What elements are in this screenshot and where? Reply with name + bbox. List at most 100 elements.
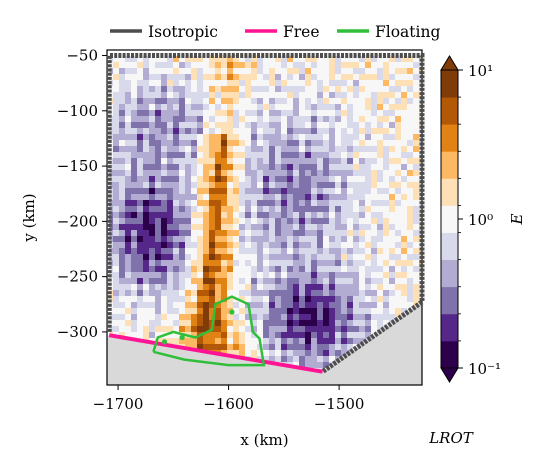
field-cell [371,284,378,291]
field-cell [413,158,420,165]
field-cell [299,362,306,369]
field-cell [329,152,336,159]
field-cell [293,140,300,147]
field-cell [413,206,420,213]
field-cell [359,296,366,303]
field-cell [287,338,294,345]
field-cell [317,116,324,123]
field-cell [119,326,126,333]
field-cell [311,218,318,225]
field-cell [401,296,408,303]
field-cell [299,248,306,255]
field-cell [275,254,282,261]
field-cell [359,230,366,237]
field-cell [173,236,180,243]
floating-islands [161,309,235,345]
field-cell [395,206,402,213]
field-cell [377,224,384,231]
field-cell [335,86,342,93]
field-cell [317,326,324,333]
grounded-region [107,302,422,385]
field-cell [113,86,120,93]
field-cell [257,320,264,327]
field-cell [275,116,282,123]
field-cell [185,86,192,93]
field-cell [257,254,264,261]
field-cell [233,116,240,123]
field-cell [155,212,162,219]
field-cell [311,80,318,87]
field-cell [413,134,420,141]
field-cell [371,194,378,201]
field-cell [109,170,114,177]
field-cell [221,68,228,75]
field-cell [227,338,234,345]
field-cell [125,80,132,87]
field-cell [209,224,216,231]
field-cell [269,260,276,267]
field-cell [173,218,180,225]
field-cell [137,194,144,201]
field-cell [131,140,138,147]
field-cell [149,266,156,273]
field-cell [347,284,354,291]
field-cell [185,68,192,75]
field-cell [305,122,312,129]
field-cell [317,98,324,105]
field-cell [323,248,330,255]
field-cell [161,152,168,159]
field-cell [281,200,288,207]
colorbar-band [441,313,458,342]
field-cell [137,254,144,261]
field-cell [227,212,234,219]
field-cell [359,200,366,207]
field-cell [119,314,126,321]
field-cell [395,110,402,117]
field-cell [239,206,246,213]
field-cell [401,104,408,111]
x-tick-label: −1500 [314,395,365,413]
field-cell [305,110,312,117]
field-cell [371,272,378,279]
field-cell [347,134,354,141]
field-cell [233,182,240,189]
field-cell [377,56,384,63]
field-cell [239,248,246,255]
field-cell [251,92,258,99]
field-cell [155,266,162,273]
field-cell [161,224,168,231]
field-cell [317,194,324,201]
field-cell [419,164,422,171]
field-cell [383,104,390,111]
field-cell [353,74,360,81]
field-cell [335,152,342,159]
field-cell [371,254,378,261]
field-cell [149,170,156,177]
field-cell [413,62,420,69]
field-cell [227,248,234,255]
field-cell [311,146,318,153]
field-cell [203,308,210,315]
field-cell [119,86,126,93]
field-cell [335,332,342,339]
field-cell [203,236,210,243]
field-cell [263,128,270,135]
field-cell [341,350,348,357]
field-cell [281,146,288,153]
field-cell [173,200,180,207]
field-cell [245,230,252,237]
field-cell [281,74,288,81]
field-cell [227,92,234,99]
field-cell [143,212,150,219]
field-cell [227,272,234,279]
field-cell [359,266,366,273]
field-cell [125,128,132,135]
field-cell [179,236,186,243]
field-cell [263,116,270,123]
field-cell [161,326,168,333]
field-cell [119,74,126,81]
field-cell [125,200,132,207]
field-cell [275,158,282,165]
field-cell [191,272,198,279]
field-cell [125,254,132,261]
